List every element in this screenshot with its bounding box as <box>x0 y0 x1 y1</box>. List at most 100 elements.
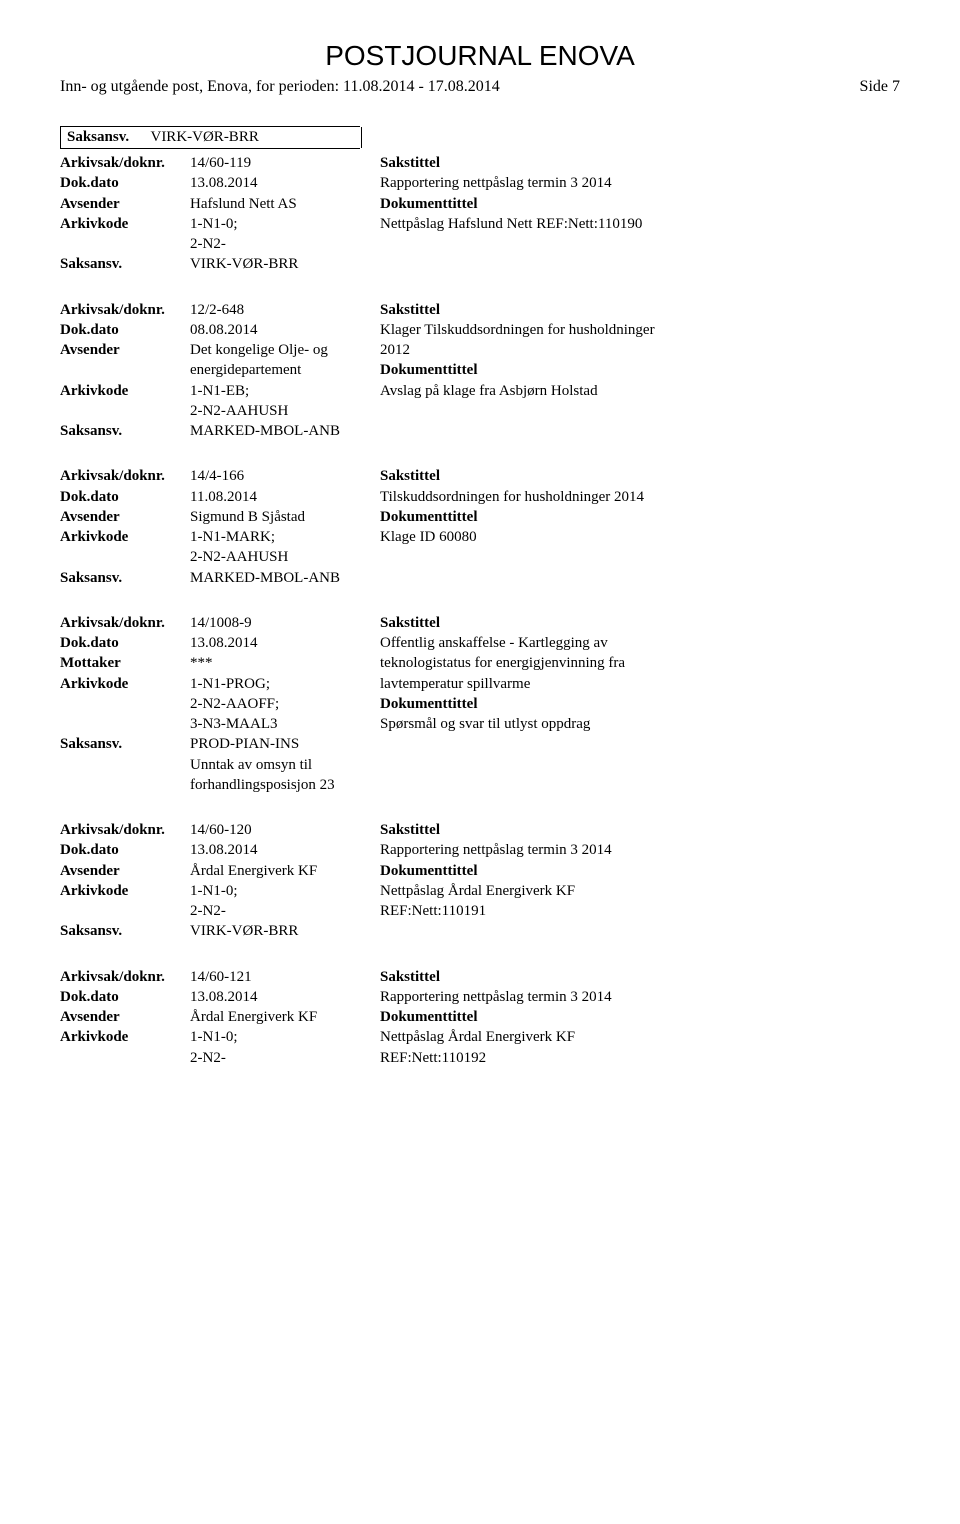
right-column-text: Sakstittel <box>380 466 900 486</box>
right-column-text: Offentlig anskaffelse - Kartlegging av <box>380 633 900 653</box>
field-label <box>60 234 190 254</box>
journal-row: AvsenderSigmund B SjåstadDokumenttittel <box>60 507 900 527</box>
journal-entry: Arkivsak/doknr.14/60-120SakstittelDok.da… <box>60 820 900 942</box>
right-column-text: 2012 <box>380 340 900 360</box>
journal-row: Dok.dato13.08.2014Rapportering nettpåsla… <box>60 840 900 860</box>
right-column-text: Klage ID 60080 <box>380 527 900 547</box>
right-column-text: Dokumenttittel <box>380 360 900 380</box>
journal-row: AvsenderÅrdal Energiverk KFDokumenttitte… <box>60 1007 900 1027</box>
right-column-text: Nettpåslag Hafslund Nett REF:Nett:110190 <box>380 214 900 234</box>
field-value: Det kongelige Olje- og <box>190 340 380 360</box>
right-column-text: Klager Tilskuddsordningen for husholdnin… <box>380 320 900 340</box>
field-label: Saksansv. <box>60 568 190 588</box>
journal-row: 2-N2-AAHUSH <box>60 547 900 567</box>
right-column-text: Sakstittel <box>380 967 900 987</box>
journal-row: 2-N2-REF:Nett:110191 <box>60 901 900 921</box>
field-label <box>60 714 190 734</box>
right-column-text: lavtemperatur spillvarme <box>380 674 900 694</box>
page-header-row: Inn- og utgående post, Enova, for period… <box>60 78 900 96</box>
field-label: Avsender <box>60 861 190 881</box>
field-value: Årdal Energiverk KF <box>190 861 380 881</box>
right-column-text: Dokumenttittel <box>380 507 900 527</box>
subheader: Inn- og utgående post, Enova, for period… <box>60 78 500 96</box>
field-label: Arkivsak/doknr. <box>60 613 190 633</box>
field-label: Saksansv. <box>60 921 190 941</box>
field-label <box>60 775 190 795</box>
right-column-text: Avslag på klage fra Asbjørn Holstad <box>380 381 900 401</box>
journal-row: Saksansv.MARKED-MBOL-ANB <box>60 568 900 588</box>
right-column-text <box>380 775 900 795</box>
right-column-text: Tilskuddsordningen for husholdninger 201… <box>380 487 900 507</box>
field-label: Dok.dato <box>60 987 190 1007</box>
field-value: 14/60-119 <box>190 153 380 173</box>
journal-row: Saksansv.PROD-PIAN-INS <box>60 734 900 754</box>
journal-row: Dok.dato08.08.2014Klager Tilskuddsordnin… <box>60 320 900 340</box>
field-label: Avsender <box>60 507 190 527</box>
journal-entry: Arkivsak/doknr.14/60-119SakstittelDok.da… <box>60 153 900 275</box>
field-value: Årdal Energiverk KF <box>190 1007 380 1027</box>
field-value: 1-N1-0; <box>190 214 380 234</box>
field-label: Arkivkode <box>60 674 190 694</box>
field-value: VIRK-VØR-BRR <box>190 254 380 274</box>
journal-row: Dok.dato13.08.2014Rapportering nettpåsla… <box>60 987 900 1007</box>
field-value: 1-N1-0; <box>190 1027 380 1047</box>
right-column-text: Nettpåslag Årdal Energiverk KF <box>380 1027 900 1047</box>
right-column-text: Sakstittel <box>380 613 900 633</box>
field-label: Mottaker <box>60 653 190 673</box>
right-column-text: Rapportering nettpåslag termin 3 2014 <box>380 987 900 1007</box>
field-label: Saksansv. <box>60 734 190 754</box>
field-value: 14/60-120 <box>190 820 380 840</box>
right-column-text <box>380 547 900 567</box>
field-value: 2-N2- <box>190 234 380 254</box>
field-value: 2-N2-AAHUSH <box>190 401 380 421</box>
right-column-text <box>380 734 900 754</box>
journal-row: Dok.dato11.08.2014Tilskuddsordningen for… <box>60 487 900 507</box>
right-column-text: Sakstittel <box>380 820 900 840</box>
field-label: Avsender <box>60 194 190 214</box>
top-saksansv-box: Saksansv. VIRK-VØR-BRR <box>60 126 900 149</box>
journal-row: 2-N2-AAHUSH <box>60 401 900 421</box>
page-number: Side 7 <box>860 78 900 96</box>
field-label <box>60 755 190 775</box>
field-value: MARKED-MBOL-ANB <box>190 421 380 441</box>
right-column-text: Dokumenttittel <box>380 861 900 881</box>
journal-row: Unntak av omsyn til <box>60 755 900 775</box>
journal-row: Arkivkode1-N1-0;Nettpåslag Årdal Energiv… <box>60 1027 900 1047</box>
journal-row: Arkivsak/doknr.14/1008-9Sakstittel <box>60 613 900 633</box>
label-saksansv: Saksansv. <box>67 129 147 146</box>
right-column-text <box>380 755 900 775</box>
field-value: 1-N1-MARK; <box>190 527 380 547</box>
field-value: 11.08.2014 <box>190 487 380 507</box>
field-label: Dok.dato <box>60 487 190 507</box>
journal-row: AvsenderÅrdal Energiverk KFDokumenttitte… <box>60 861 900 881</box>
journal-entry: Arkivsak/doknr.12/2-648SakstittelDok.dat… <box>60 300 900 442</box>
right-column-text: Rapportering nettpåslag termin 3 2014 <box>380 173 900 193</box>
field-label: Dok.dato <box>60 173 190 193</box>
journal-row: Arkivkode1-N1-0;Nettpåslag Hafslund Nett… <box>60 214 900 234</box>
journal-row: Saksansv.MARKED-MBOL-ANB <box>60 421 900 441</box>
field-value: *** <box>190 653 380 673</box>
journal-row: Arkivsak/doknr.14/60-120Sakstittel <box>60 820 900 840</box>
field-value: 08.08.2014 <box>190 320 380 340</box>
journal-entry: Arkivsak/doknr.14/4-166SakstittelDok.dat… <box>60 466 900 588</box>
journal-row: energidepartementDokumenttittel <box>60 360 900 380</box>
field-value: 2-N2- <box>190 1048 380 1068</box>
field-label <box>60 694 190 714</box>
right-column-text <box>380 254 900 274</box>
field-value: forhandlingsposisjon 23 <box>190 775 380 795</box>
field-label: Saksansv. <box>60 421 190 441</box>
field-value: Sigmund B Sjåstad <box>190 507 380 527</box>
field-label: Dok.dato <box>60 633 190 653</box>
field-value: energidepartement <box>190 360 380 380</box>
field-value: VIRK-VØR-BRR <box>190 921 380 941</box>
right-column-text <box>380 421 900 441</box>
field-label: Arkivsak/doknr. <box>60 153 190 173</box>
journal-row: AvsenderHafslund Nett ASDokumenttittel <box>60 194 900 214</box>
field-value: 14/4-166 <box>190 466 380 486</box>
field-value: 13.08.2014 <box>190 633 380 653</box>
right-column-text <box>380 234 900 254</box>
right-column-text: Dokumenttittel <box>380 694 900 714</box>
journal-row: Mottaker***teknologistatus for energigje… <box>60 653 900 673</box>
field-value: 12/2-648 <box>190 300 380 320</box>
field-label: Arkivkode <box>60 381 190 401</box>
